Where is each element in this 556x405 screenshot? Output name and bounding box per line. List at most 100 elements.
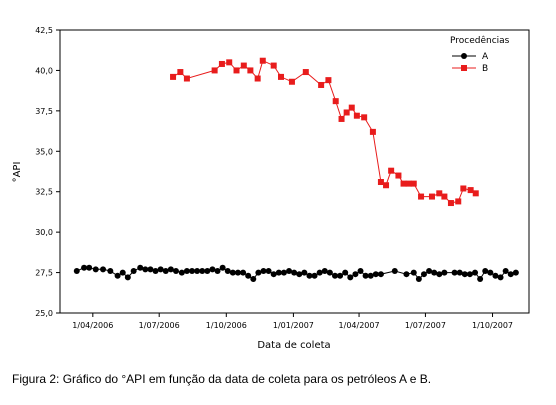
data-point-a — [497, 274, 504, 281]
y-axis: 25,0 27,5 30,0 32,5 35,0 37,5 40,0 42,5 — [35, 26, 60, 318]
data-point-b — [270, 62, 277, 69]
data-point-a — [456, 269, 463, 276]
data-point-a — [119, 269, 126, 276]
data-point-a — [403, 271, 410, 278]
data-point-b — [218, 60, 225, 67]
data-point-a — [436, 271, 443, 278]
data-point-b — [441, 193, 448, 200]
series-line-b — [172, 60, 477, 204]
data-point-b — [353, 112, 360, 119]
data-point-a — [250, 276, 257, 283]
data-point-a — [255, 269, 262, 276]
data-point-a — [157, 266, 164, 273]
data-point-b — [467, 187, 474, 194]
data-point-b — [460, 185, 467, 192]
data-point-a — [431, 269, 438, 276]
data-point-a — [410, 269, 417, 276]
x-tick-label: 1/07/2007 — [405, 321, 446, 330]
legend-label-b: B — [482, 64, 488, 74]
data-point-a — [152, 267, 159, 274]
data-point-a — [420, 271, 427, 278]
data-point-b — [361, 114, 368, 121]
data-point-a — [280, 269, 287, 276]
x-tick-label: 1/04/2007 — [339, 321, 380, 330]
data-point-a — [342, 269, 349, 276]
data-point-b — [325, 77, 332, 84]
data-point-a — [167, 266, 174, 273]
data-point-a — [372, 271, 379, 278]
x-axis: 1/04/2006 1/07/2006 1/10/2006 1/01/2007 1/04… — [72, 313, 513, 330]
data-point-a — [73, 267, 80, 274]
data-point-b — [343, 109, 350, 116]
legend-title: Procedências — [450, 35, 510, 46]
figure-caption: Figura 2: Gráfico do °API em função da d… — [12, 372, 432, 386]
data-point-a — [92, 266, 99, 273]
data-point-b — [472, 190, 479, 197]
data-point-a — [219, 264, 226, 271]
legend: Procedências A B — [450, 35, 510, 74]
legend-label-a: A — [482, 52, 489, 62]
data-point-a — [224, 267, 231, 274]
y-tick-label: 40,0 — [35, 66, 53, 75]
data-point-a — [142, 266, 149, 273]
data-point-a — [229, 269, 236, 276]
y-tick-label: 27,5 — [35, 269, 53, 278]
data-point-b — [332, 98, 339, 105]
data-point-a — [172, 267, 179, 274]
data-point-a — [137, 264, 144, 271]
data-point-a — [130, 267, 137, 274]
data-point-b — [395, 172, 402, 179]
data-point-b — [226, 59, 233, 66]
data-point-a — [114, 272, 121, 279]
legend-marker-b — [461, 65, 467, 71]
data-point-b — [233, 67, 240, 74]
data-point-a — [107, 267, 114, 274]
plot-frame — [59, 29, 530, 314]
data-point-a — [507, 271, 514, 278]
data-point-a — [352, 271, 359, 278]
data-point-b — [405, 180, 412, 187]
x-axis-title: Data de coleta — [257, 340, 330, 351]
data-point-b — [247, 67, 254, 74]
data-point-a — [194, 267, 201, 274]
x-tick-label: 1/04/2006 — [72, 321, 113, 330]
data-point-a — [100, 266, 107, 273]
data-point-a — [270, 271, 277, 278]
data-point-a — [377, 271, 384, 278]
y-tick-label: 32,5 — [35, 188, 53, 197]
data-point-a — [331, 272, 338, 279]
api-scatter-chart: 25,0 27,5 30,0 32,5 35,0 37,5 40,0 42,5 1/04/20… — [12, 26, 530, 351]
data-point-b — [288, 78, 295, 85]
data-point-a — [124, 274, 131, 281]
data-point-a — [245, 272, 252, 279]
x-tick-label: 1/07/2006 — [139, 321, 180, 330]
data-point-b — [338, 115, 345, 122]
series-lines — [76, 60, 517, 280]
series-points — [73, 57, 519, 283]
data-point-b — [455, 198, 462, 205]
data-point-b — [383, 182, 390, 189]
data-point-a — [306, 272, 313, 279]
x-tick-label: 1/01/2007 — [273, 321, 314, 330]
data-point-b — [170, 73, 177, 80]
data-point-a — [260, 267, 267, 274]
data-point-a — [162, 267, 169, 274]
data-point-a — [291, 269, 298, 276]
data-point-a — [337, 272, 344, 279]
data-point-a — [286, 267, 293, 274]
data-point-a — [326, 269, 333, 276]
data-point-a — [466, 271, 473, 278]
x-tick-label: 1/10/2006 — [206, 321, 247, 330]
data-point-b — [302, 69, 309, 76]
data-point-a — [512, 269, 519, 276]
data-point-a — [209, 266, 216, 273]
legend-marker-a — [461, 53, 467, 59]
y-tick-label: 35,0 — [35, 147, 53, 156]
data-point-a — [147, 266, 154, 273]
data-point-a — [415, 276, 422, 283]
data-point-b — [254, 75, 261, 82]
data-point-b — [388, 167, 395, 174]
data-point-a — [492, 272, 499, 279]
data-point-a — [451, 269, 458, 276]
y-tick-label: 42,5 — [35, 26, 53, 35]
